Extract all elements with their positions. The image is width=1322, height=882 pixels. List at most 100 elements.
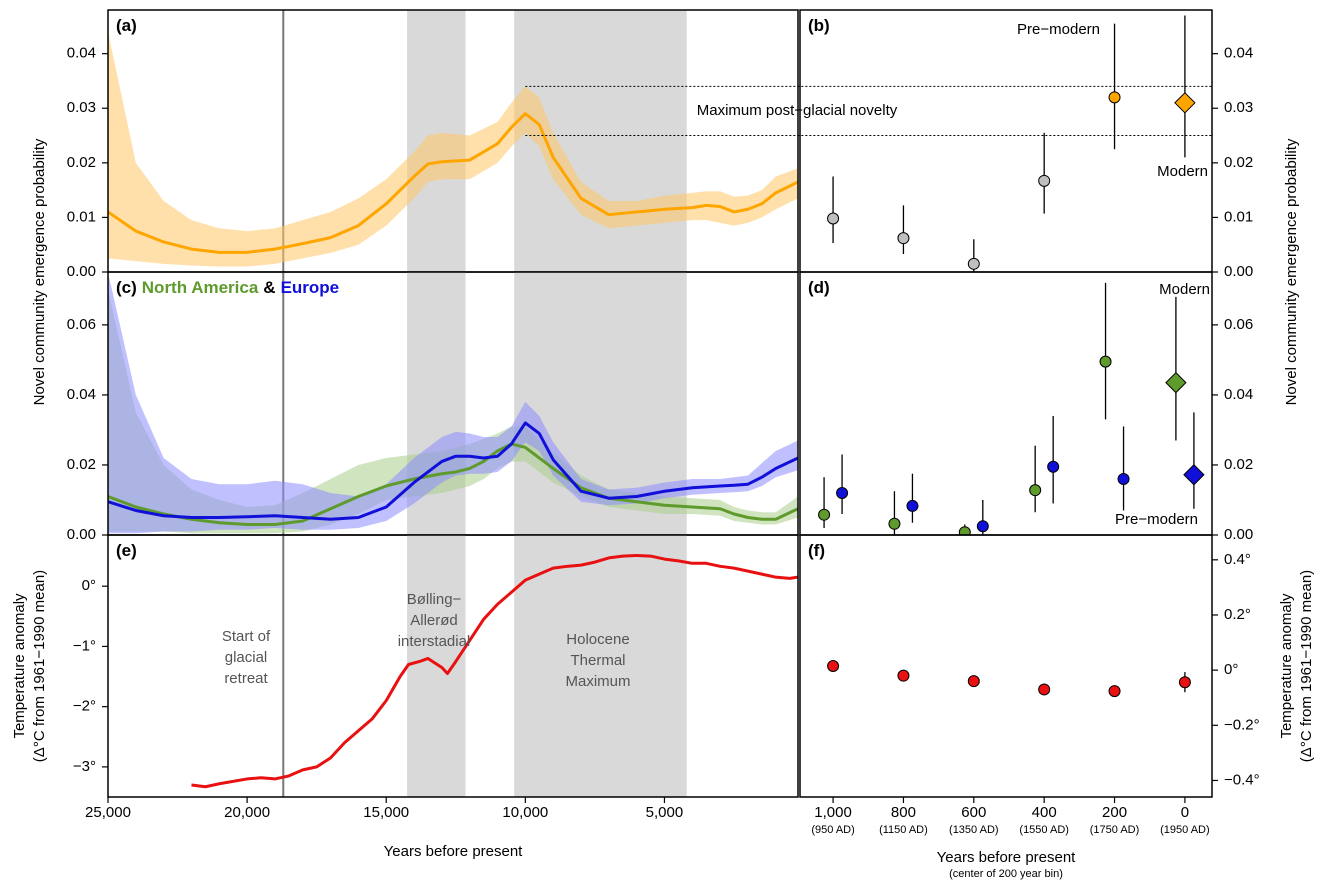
annotation: Holocene xyxy=(566,631,629,648)
point xyxy=(888,517,901,530)
x-tick-sublabel: (1550 AD) xyxy=(1019,824,1069,836)
x-tick-label: 0 xyxy=(1181,804,1189,821)
y-tick-label: −2° xyxy=(73,698,96,715)
series-line xyxy=(191,553,798,789)
point xyxy=(958,526,971,535)
panel-frame xyxy=(107,534,799,798)
legend-entry: North America xyxy=(142,278,259,297)
panel-label: (a) xyxy=(116,16,137,35)
panel-label: (e) xyxy=(116,541,137,560)
annotation: Start of xyxy=(222,628,271,645)
point xyxy=(1047,460,1060,473)
panel-label: (b) xyxy=(808,16,830,35)
panel-label: (c) North America & Europe xyxy=(116,278,339,297)
annotation: interstadial xyxy=(398,633,471,650)
x-tick-sublabel: (1350 AD) xyxy=(949,824,999,836)
point xyxy=(827,660,840,672)
y-tick-label: 0.01 xyxy=(1224,208,1253,225)
confidence-band xyxy=(108,31,798,267)
point-diamond xyxy=(1165,371,1187,394)
panel-label: (f) xyxy=(808,541,825,560)
y-tick-label: 0.00 xyxy=(67,526,96,543)
point xyxy=(827,212,840,225)
annotation: Pre−modern xyxy=(1115,511,1198,528)
point xyxy=(1099,355,1112,368)
y-tick-label: 0.00 xyxy=(1224,263,1253,280)
point xyxy=(836,486,849,499)
point xyxy=(906,499,919,512)
x-tick-label: 10,000 xyxy=(502,804,548,821)
panel-plot xyxy=(191,535,798,797)
x-tick-label: 5,000 xyxy=(646,804,684,821)
y-tick-label: 0.04 xyxy=(67,386,96,403)
y-tick-label: 0.04 xyxy=(1224,45,1253,62)
y-axis-label: Novel community emergence probability xyxy=(1283,138,1300,405)
point-diamond xyxy=(1183,464,1205,486)
point xyxy=(976,520,989,533)
x-axis-label: Years before present xyxy=(384,843,524,860)
y-tick-label: 0.03 xyxy=(1224,99,1253,116)
x-axis-note: (center of 200 year bin) xyxy=(949,868,1063,880)
point xyxy=(1029,484,1042,497)
x-tick-sublabel: (1750 AD) xyxy=(1090,824,1140,836)
point xyxy=(897,669,910,682)
panel-plot xyxy=(108,10,798,272)
y-tick-label: 0.06 xyxy=(67,316,96,333)
y-tick-label: 0.00 xyxy=(1224,526,1253,543)
x-tick-label: 1,000 xyxy=(814,804,852,821)
y-axis-label: (Δ°C from 1961−1990 mean) xyxy=(1298,570,1315,762)
panel-frame xyxy=(799,9,1213,273)
x-tick-label: 800 xyxy=(891,804,916,821)
panel-plot xyxy=(818,282,1205,535)
y-tick-label: 0° xyxy=(82,577,96,594)
point xyxy=(897,232,910,245)
x-tick-sublabel: (950 AD) xyxy=(811,824,854,836)
y-tick-label: 0° xyxy=(1224,661,1238,678)
confidence-band xyxy=(108,272,798,534)
y-tick-label: −0.4° xyxy=(1224,771,1260,788)
annotation: Pre−modern xyxy=(1017,21,1100,38)
reference-label: Maximum post−glacial novelty xyxy=(697,102,898,119)
panel-plot xyxy=(827,660,1191,698)
y-axis-label: Temperature anomaly xyxy=(11,593,28,739)
y-tick-label: 0.2° xyxy=(1224,606,1251,623)
y-tick-label: −0.2° xyxy=(1224,716,1260,733)
point xyxy=(967,675,980,688)
point xyxy=(1108,91,1121,104)
x-tick-sublabel: (1150 AD) xyxy=(879,824,928,836)
y-tick-label: 0.02 xyxy=(67,456,96,473)
y-tick-label: 0.02 xyxy=(1224,154,1253,171)
annotation: retreat xyxy=(224,670,268,687)
panel-frame xyxy=(799,534,1213,798)
series-line xyxy=(108,112,798,254)
panel-label-text: (f) xyxy=(808,541,825,560)
annotation: Bølling− xyxy=(407,591,462,608)
annotation: Modern xyxy=(1157,163,1208,180)
point xyxy=(1108,685,1121,698)
point xyxy=(1038,174,1051,187)
y-axis-label: (Δ°C from 1961−1990 mean) xyxy=(31,570,48,762)
point xyxy=(967,257,980,270)
y-tick-label: −3° xyxy=(73,758,96,775)
legend-entry: Europe xyxy=(281,278,340,297)
annotation: Allerød xyxy=(410,612,458,629)
panel-label-text: (a) xyxy=(116,16,137,35)
y-tick-label: 0.01 xyxy=(67,208,96,225)
x-tick-sublabel: (1950 AD) xyxy=(1160,824,1210,836)
panel-plot xyxy=(827,15,1196,272)
y-tick-label: 0.04 xyxy=(67,45,96,62)
y-tick-label: −1° xyxy=(73,637,96,654)
y-tick-label: 0.02 xyxy=(67,154,96,171)
y-tick-label: 0.03 xyxy=(67,99,96,116)
x-tick-label: 400 xyxy=(1032,804,1057,821)
x-axis-label: Years before present xyxy=(937,849,1077,866)
y-tick-label: 0.06 xyxy=(1224,316,1253,333)
point xyxy=(818,508,831,521)
series-line xyxy=(108,421,798,521)
legend-joiner: & xyxy=(263,278,275,297)
y-tick-label: 0.02 xyxy=(1224,456,1253,473)
y-tick-label: 0.00 xyxy=(67,263,96,280)
point-diamond xyxy=(1174,92,1196,114)
